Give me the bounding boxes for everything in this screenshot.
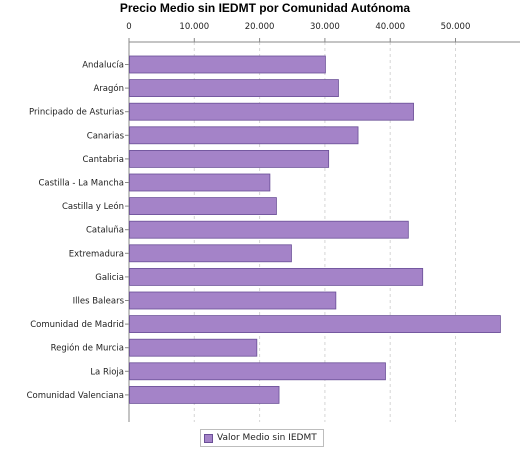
x-tick-label: 0 (126, 22, 131, 32)
category-label: Castilla - La Mancha (38, 179, 124, 189)
category-label: Principado de Asturias (29, 108, 125, 118)
x-tick-labels: 0 10.000 20.000 30.000 40.000 50.000 (126, 22, 470, 32)
category-label: Aragón (93, 83, 124, 94)
axes (125, 38, 520, 422)
category-label: Cataluña (86, 226, 124, 236)
x-tick-label: 50.000 (441, 22, 471, 32)
category-label: Comunidad Valenciana (27, 391, 124, 401)
bar (129, 385, 280, 404)
bar (129, 79, 339, 97)
bar (129, 149, 330, 168)
category-label: Canarias (87, 131, 125, 141)
category-label: Región de Murcia (51, 343, 124, 354)
legend-label: Valor Medio sin IEDMT (217, 433, 317, 443)
legend-swatch (204, 433, 213, 443)
bar (129, 338, 258, 357)
bar (129, 173, 271, 192)
bar (129, 55, 326, 74)
x-tick-label: 10.000 (179, 22, 209, 32)
category-label: Castilla y León (62, 201, 124, 212)
category-label: La Rioja (90, 367, 124, 377)
category-label: Comunidad de Madrid (30, 320, 124, 330)
bar (129, 362, 386, 381)
bars (129, 55, 501, 404)
bar (129, 220, 409, 239)
bar (129, 126, 359, 145)
chart-title: Precio Medio sin IEDMT por Comunidad Aut… (120, 1, 411, 15)
category-label: Galicia (95, 273, 124, 283)
category-label: Cantabria (82, 155, 124, 165)
bar (129, 315, 501, 334)
x-tick-label: 40.000 (375, 22, 405, 32)
bar (129, 197, 277, 216)
category-label: Illes Balears (73, 297, 125, 307)
bar (129, 267, 424, 286)
category-label: Andalucía (82, 61, 124, 71)
bar (129, 102, 414, 121)
bar (129, 291, 337, 310)
category-label: Extremadura (69, 249, 124, 259)
legend: Valor Medio sin IEDMT (200, 429, 324, 447)
x-tick-label: 20.000 (245, 22, 275, 32)
bar (129, 244, 292, 263)
x-tick-label: 30.000 (310, 22, 340, 32)
category-labels: Andalucía Aragón Principado de Asturias Can… (27, 61, 125, 401)
